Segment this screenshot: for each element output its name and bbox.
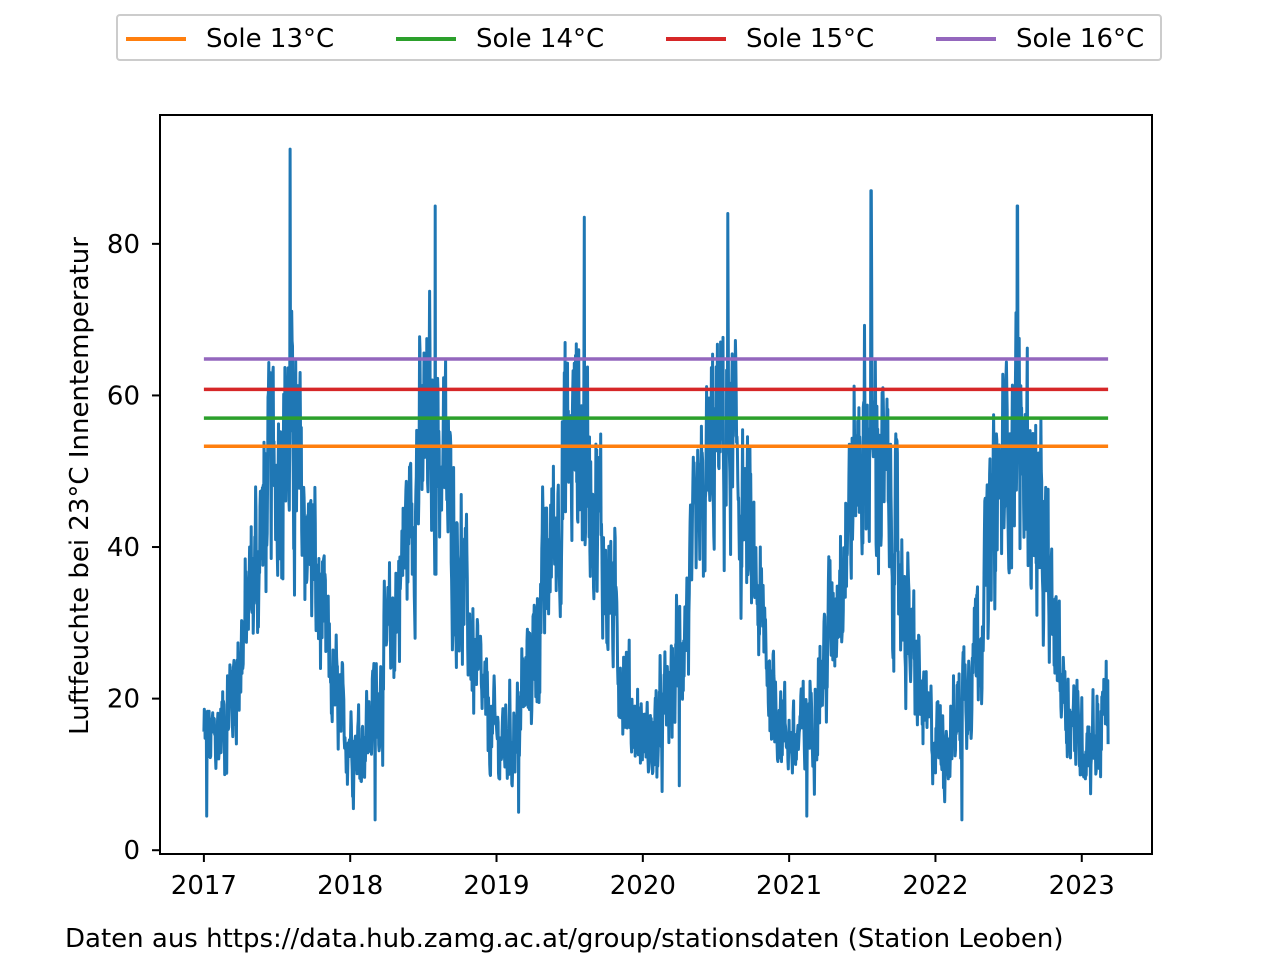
data-source-note: Daten aus https://data.hub.zamg.ac.at/gr… (65, 924, 1064, 954)
legend-item-sole-13: Sole 13°C (126, 16, 334, 61)
legend-label-sole-13: Sole 13°C (206, 23, 335, 54)
legend-label-sole-15: Sole 15°C (746, 23, 875, 54)
y-axis-label: Luftfeuchte bei 23°C Innentemperatur (65, 237, 95, 735)
legend-item-sole-16: Sole 16°C (936, 16, 1144, 61)
x-tick-label: 2022 (902, 871, 968, 901)
legend: Sole 13°C Sole 14°C Sole 15°C Sole 16°C (116, 14, 1162, 61)
legend-swatch-sole-14 (396, 36, 456, 41)
x-tick-label: 2020 (610, 871, 676, 901)
y-axis: 0 20 40 60 80 (107, 230, 160, 866)
legend-label-sole-16: Sole 16°C (1016, 23, 1145, 54)
legend-item-sole-14: Sole 14°C (396, 16, 604, 61)
x-tick-label: 2019 (463, 871, 529, 901)
legend-label-sole-14: Sole 14°C (476, 23, 605, 54)
x-tick-label: 2017 (171, 871, 237, 901)
y-tick-label: 80 (107, 230, 140, 260)
legend-swatch-sole-13 (126, 36, 186, 41)
legend-item-sole-15: Sole 15°C (666, 16, 874, 61)
y-tick-label: 20 (107, 685, 140, 715)
x-tick-label: 2018 (317, 871, 383, 901)
y-tick-label: 0 (123, 836, 140, 866)
data-layer (202, 147, 1110, 822)
x-tick-label: 2023 (1049, 871, 1115, 901)
y-tick-label: 60 (107, 381, 140, 411)
legend-swatch-sole-15 (666, 36, 726, 41)
legend-swatch-sole-16 (936, 36, 996, 41)
x-axis: 2017 2018 2019 2020 2021 2022 2023 (171, 854, 1115, 901)
plot-area-frame (159, 114, 1153, 855)
y-tick-label: 40 (107, 533, 140, 563)
series-humidity-line (202, 147, 1110, 822)
x-tick-label: 2021 (756, 871, 822, 901)
